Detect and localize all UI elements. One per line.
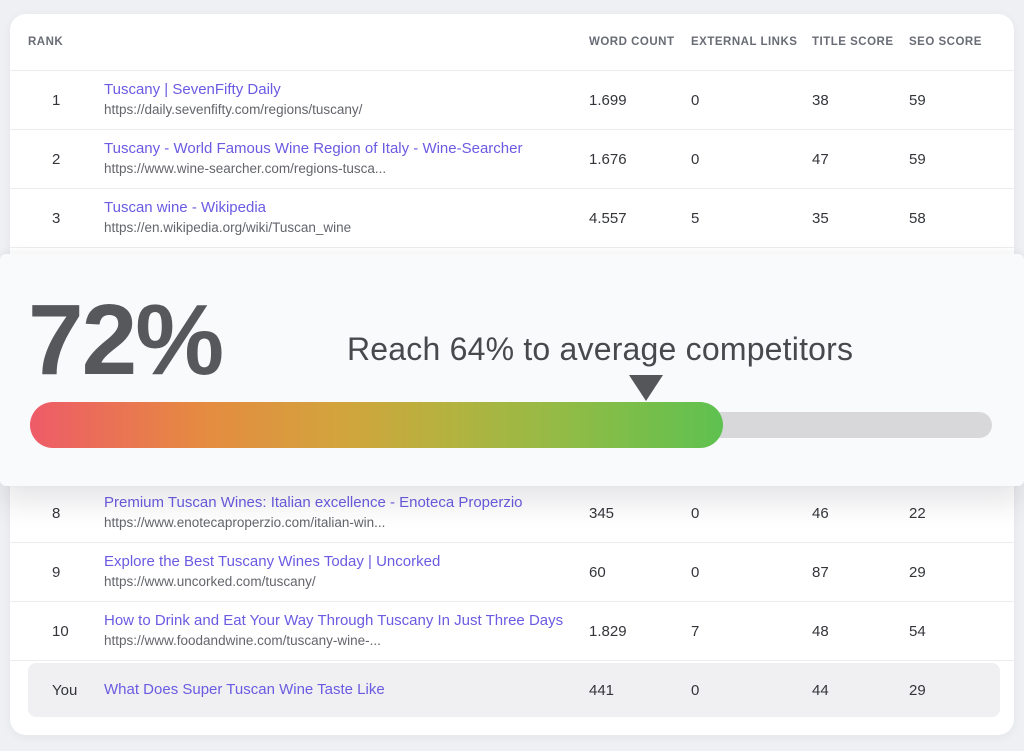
external-links-value: 5: [691, 209, 700, 227]
external-links-value: 0: [691, 504, 700, 522]
table-row: 3 Tuscan wine - Wikipedia https://en.wik…: [10, 189, 1014, 248]
seo-score-value: 58: [909, 209, 926, 227]
table-row: 8 Premium Tuscan Wines: Italian excellen…: [10, 484, 1014, 543]
seo-score-value: 22: [909, 504, 926, 522]
rank-cell: 9: [52, 563, 61, 581]
progress-fill: [30, 402, 723, 448]
title-score-value: 46: [812, 504, 829, 522]
seo-score-value: 54: [909, 622, 926, 640]
title-score-value: 35: [812, 209, 829, 227]
table-row: 2 Tuscany - World Famous Wine Region of …: [10, 130, 1014, 189]
seo-score-value: 29: [909, 563, 926, 581]
result-cell: Explore the Best Tuscany Wines Today | U…: [104, 553, 589, 592]
rank-cell: 2: [52, 150, 61, 168]
word-count-value: 60: [589, 563, 606, 581]
result-url: https://www.enotecaproperzio.com/italian…: [104, 515, 386, 531]
title-score-value: 38: [812, 91, 829, 109]
seo-score-value: 59: [909, 91, 926, 109]
result-url: https://www.wine-searcher.com/regions-tu…: [104, 161, 387, 177]
external-links-value: 0: [691, 681, 700, 699]
column-header-external-links: EXTERNAL LINKS: [691, 36, 798, 48]
word-count-value: 1.676: [589, 150, 627, 168]
result-title-link[interactable]: What Does Super Tuscan Wine Taste Like: [104, 680, 385, 698]
seo-score-value: 59: [909, 150, 926, 168]
result-cell: Tuscany | SevenFifty Daily https://daily…: [104, 81, 589, 120]
table-row: 1 Tuscany | SevenFifty Daily https://dai…: [10, 71, 1014, 130]
title-score-value: 48: [812, 622, 829, 640]
title-score-value: 87: [812, 563, 829, 581]
word-count-value: 345: [589, 504, 615, 522]
external-links-value: 0: [691, 91, 700, 109]
table-header-row: RANK WORD COUNT EXTERNAL LINKS TITLE SCO…: [10, 14, 1014, 71]
column-header-word-count: WORD COUNT: [589, 36, 675, 48]
external-links-value: 0: [691, 150, 700, 168]
external-links-value: 7: [691, 622, 700, 640]
score-progress-bar: [30, 402, 992, 448]
table-row: You What Does Super Tuscan Wine Taste Li…: [28, 663, 1000, 717]
result-title-link[interactable]: How to Drink and Eat Your Way Through Tu…: [104, 611, 564, 629]
rank-cell: 3: [52, 209, 61, 227]
table-row: 9 Explore the Best Tuscany Wines Today |…: [10, 543, 1014, 602]
column-header-seo-score: SEO SCORE: [909, 36, 982, 48]
table-rows-below-overlay: 8 Premium Tuscan Wines: Italian excellen…: [10, 484, 1014, 717]
rank-cell: 1: [52, 91, 61, 109]
table-row: 10 How to Drink and Eat Your Way Through…: [10, 602, 1014, 661]
result-cell: How to Drink and Eat Your Way Through Tu…: [104, 612, 589, 651]
result-cell: Premium Tuscan Wines: Italian excellence…: [104, 494, 589, 533]
column-header-title-score: TITLE SCORE: [812, 36, 894, 48]
rank-cell: 8: [52, 504, 61, 522]
result-title-link[interactable]: Tuscany - World Famous Wine Region of It…: [104, 139, 523, 157]
word-count-value: 4.557: [589, 209, 627, 227]
your-score-value: 72%: [28, 284, 224, 396]
title-score-value: 47: [812, 150, 829, 168]
result-title-link[interactable]: Explore the Best Tuscany Wines Today | U…: [104, 552, 441, 570]
result-title-link[interactable]: Premium Tuscan Wines: Italian excellence…: [104, 493, 523, 511]
external-links-value: 0: [691, 563, 700, 581]
word-count-value: 1.829: [589, 622, 627, 640]
word-count-value: 1.699: [589, 91, 627, 109]
result-title-link[interactable]: Tuscan wine - Wikipedia: [104, 198, 267, 216]
column-header-rank: RANK: [28, 36, 64, 48]
word-count-value: 441: [589, 681, 615, 699]
result-title-link[interactable]: Tuscany | SevenFifty Daily: [104, 80, 281, 98]
rank-cell: 10: [52, 622, 69, 640]
score-overlay-card: 72% Reach 64% to average competitors: [0, 254, 1024, 486]
result-url: https://www.uncorked.com/tuscany/: [104, 574, 316, 590]
rank-cell: You: [52, 681, 78, 699]
result-cell: Tuscany - World Famous Wine Region of It…: [104, 140, 589, 179]
result-url: https://www.foodandwine.com/tuscany-wine…: [104, 633, 381, 649]
result-url: https://daily.sevenfifty.com/regions/tus…: [104, 102, 363, 118]
table-rows-above-overlay: 1 Tuscany | SevenFifty Daily https://dai…: [10, 71, 1014, 248]
competitor-average-marker-icon: [628, 375, 663, 401]
seo-score-value: 29: [909, 681, 926, 699]
target-message: Reach 64% to average competitors: [347, 331, 854, 367]
result-cell: What Does Super Tuscan Wine Taste Like: [104, 681, 589, 700]
title-score-value: 44: [812, 681, 829, 699]
result-cell: Tuscan wine - Wikipedia https://en.wikip…: [104, 199, 589, 238]
result-url: https://en.wikipedia.org/wiki/Tuscan_win…: [104, 220, 352, 236]
